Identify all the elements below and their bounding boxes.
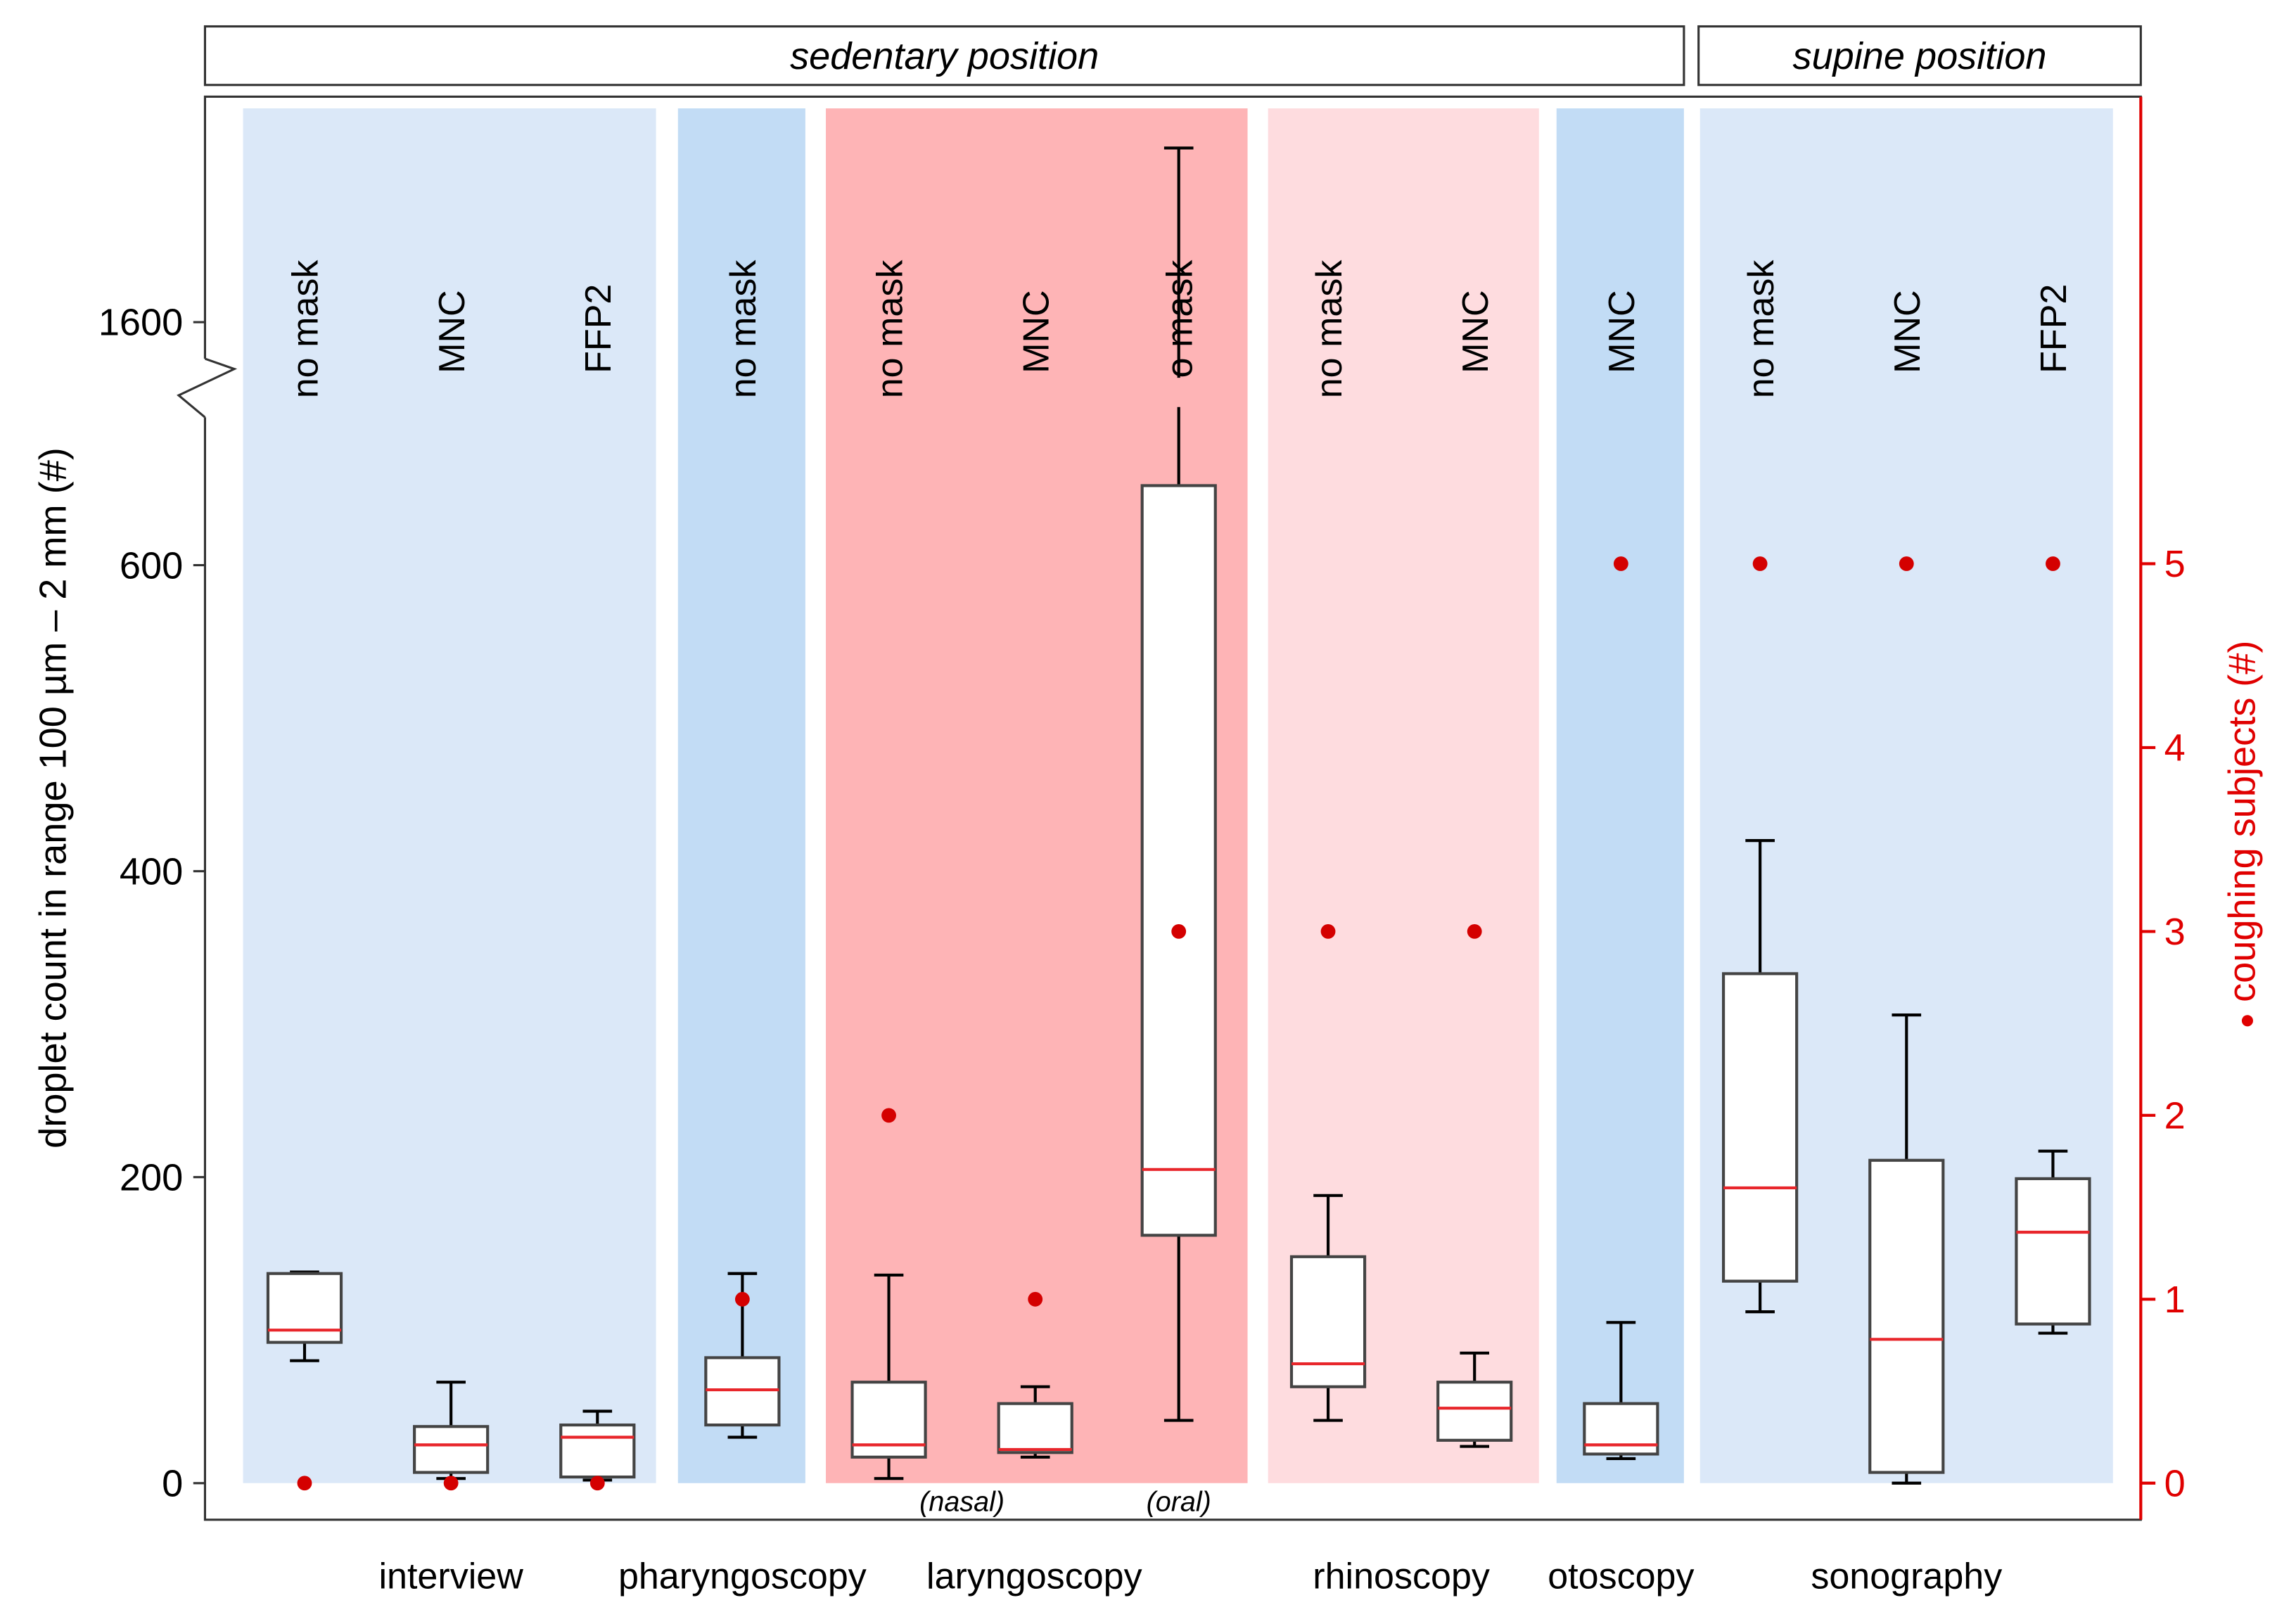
group-label: no mask bbox=[1309, 260, 1350, 399]
y-tick-label: 0 bbox=[162, 1462, 183, 1504]
band-otoscopy bbox=[1556, 108, 1684, 1483]
coughing-point bbox=[297, 1476, 312, 1491]
box-iqr bbox=[1722, 972, 1799, 1283]
coughing-point bbox=[1899, 556, 1914, 571]
y-tick-label: 400 bbox=[120, 850, 183, 893]
box-iqr bbox=[1436, 1381, 1513, 1442]
group-label: MNC bbox=[1602, 290, 1643, 373]
y-axis-break-mask bbox=[196, 359, 217, 418]
axes: 0 200 400 600 1600 0 1 2 3 4 5 bbox=[98, 96, 2186, 1520]
procedure-label-pharyngoscopy: pharyngoscopy bbox=[618, 1556, 867, 1597]
box-iqr bbox=[1289, 1255, 1367, 1388]
box-iqr bbox=[1140, 484, 1217, 1237]
procedure-bands bbox=[243, 108, 2113, 1483]
box-iqr bbox=[2015, 1177, 2091, 1326]
group-label: MNC bbox=[1455, 290, 1496, 373]
y2-tick-label: 2 bbox=[2164, 1095, 2186, 1137]
procedure-label-sonography: sonography bbox=[1811, 1556, 2002, 1597]
group-label: no mask bbox=[1741, 260, 1782, 399]
y-tick-label: 600 bbox=[120, 544, 183, 587]
group-label: no mask bbox=[723, 260, 764, 399]
group-label: no mask bbox=[286, 260, 326, 399]
coughing-point bbox=[1613, 556, 1628, 571]
panel-header-supine bbox=[1697, 25, 2142, 87]
group-label: no mask bbox=[869, 260, 910, 399]
y2-tick-label: 5 bbox=[2164, 543, 2186, 585]
group-label: MNC bbox=[1016, 290, 1057, 373]
band-interview bbox=[243, 108, 656, 1483]
y-axis-break-icon bbox=[177, 357, 238, 418]
y-axis-label: droplet count in range 100 µm – 2 mm (#) bbox=[32, 447, 75, 1149]
band-pharyngoscopy bbox=[677, 108, 805, 1483]
band-rhinoscopy bbox=[1268, 108, 1539, 1483]
svg-text:● coughing subjects (#): ● coughing subjects (#) bbox=[2221, 641, 2264, 1029]
y2-axis-label: ● coughing subjects (#) bbox=[2221, 641, 2264, 1029]
box-iqr bbox=[1868, 1158, 1945, 1474]
panel-label-supine: supine position bbox=[1793, 35, 2047, 77]
group-label: MNC bbox=[1887, 290, 1928, 373]
y2-label-text: coughing subjects (#) bbox=[2221, 641, 2264, 1002]
y-tick-label: 1600 bbox=[98, 302, 183, 344]
group-sublabel: (oral) bbox=[1147, 1486, 1211, 1517]
coughing-point bbox=[1171, 923, 1187, 939]
y2-tick-label: 3 bbox=[2164, 911, 2186, 953]
procedure-label-rhinoscopy: rhinoscopy bbox=[1313, 1556, 1490, 1597]
y2-tick-label: 4 bbox=[2164, 727, 2186, 769]
procedure-label-laryngoscopy: laryngoscopy bbox=[926, 1556, 1142, 1597]
coughing-point bbox=[1028, 1291, 1043, 1307]
box-iqr bbox=[266, 1272, 343, 1344]
panel-label-sedentary: sedentary position bbox=[790, 35, 1099, 77]
box-iqr bbox=[704, 1356, 781, 1427]
panel-header-sedentary bbox=[203, 25, 1685, 87]
coughing-point bbox=[589, 1476, 605, 1491]
box-marks: interview pharyngoscopy laryngoscopy rhinos… bbox=[266, 146, 2091, 1597]
cough-marker-glyph: ● bbox=[2231, 1013, 2261, 1029]
coughing-point bbox=[1320, 923, 1336, 939]
group-sublabel: (nasal) bbox=[919, 1486, 1005, 1517]
y2-tick-label: 1 bbox=[2164, 1279, 2186, 1321]
box-iqr bbox=[997, 1402, 1073, 1454]
axis-break-gap bbox=[1163, 378, 1194, 407]
coughing-point bbox=[734, 1291, 750, 1307]
group-label: FFP2 bbox=[2034, 284, 2074, 373]
y2-tick-label: 0 bbox=[2164, 1462, 2186, 1504]
coughing-point bbox=[1467, 923, 1482, 939]
box-iqr bbox=[1583, 1402, 1659, 1456]
box-iqr bbox=[413, 1425, 490, 1474]
coughing-point bbox=[1752, 556, 1768, 571]
coughing-point bbox=[881, 1108, 896, 1123]
procedure-label-interview: interview bbox=[378, 1556, 523, 1597]
procedure-label-otoscopy: otoscopy bbox=[1548, 1556, 1694, 1597]
group-label: MNC bbox=[432, 290, 473, 373]
coughing-point bbox=[443, 1476, 459, 1491]
coughing-point bbox=[2046, 556, 2060, 571]
box-iqr bbox=[559, 1424, 636, 1479]
group-label: FFP2 bbox=[578, 284, 619, 373]
y-tick-label: 200 bbox=[120, 1156, 183, 1198]
